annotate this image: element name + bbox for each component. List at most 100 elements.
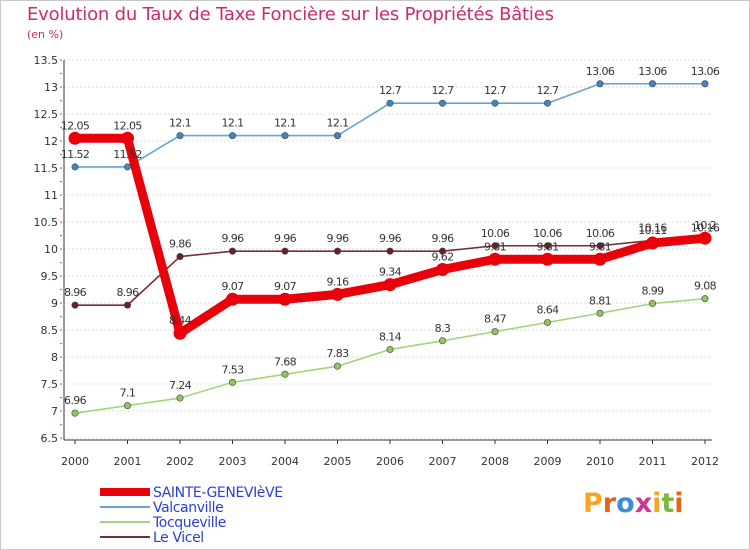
data-point xyxy=(124,163,132,171)
logo-letter: r xyxy=(602,488,617,519)
data-point xyxy=(173,326,187,340)
y-tick-label: 12.5 xyxy=(34,108,59,121)
logo-letter: x xyxy=(634,488,653,519)
data-point xyxy=(491,328,499,336)
x-tick-label: 2007 xyxy=(429,455,457,468)
y-axis-tick-dot xyxy=(60,140,62,142)
data-label: 12.7 xyxy=(484,84,507,97)
y-tick-label: 9 xyxy=(51,297,58,310)
data-point xyxy=(646,236,659,250)
data-label: 12.1 xyxy=(221,117,243,130)
data-label: 9.07 xyxy=(274,280,297,293)
data-point xyxy=(176,394,184,402)
y-axis-tick-dot xyxy=(60,410,62,412)
data-point xyxy=(124,402,132,410)
data-point xyxy=(436,263,449,277)
y-axis-tick-dot xyxy=(60,113,62,115)
y-tick-label: 6.5 xyxy=(41,432,59,445)
data-point xyxy=(698,231,712,245)
data-label: 11.52 xyxy=(61,148,90,161)
data-label: 9.96 xyxy=(379,232,402,245)
y-tick-label: 7.5 xyxy=(41,378,59,391)
data-point xyxy=(331,287,344,301)
legend-label: Valcanville xyxy=(153,500,223,516)
data-label: 10.06 xyxy=(533,227,562,240)
data-point xyxy=(333,362,341,370)
data-label: 9.96 xyxy=(274,232,297,245)
data-point xyxy=(438,99,446,107)
data-point xyxy=(71,163,79,171)
data-point xyxy=(701,80,709,88)
data-point xyxy=(648,80,656,88)
legend-label: Le Vicel xyxy=(153,530,204,546)
data-label: 7.1 xyxy=(120,387,136,400)
data-point xyxy=(176,253,184,261)
data-point xyxy=(543,318,551,326)
data-point xyxy=(648,300,656,308)
y-axis-tick-dot xyxy=(60,423,62,426)
y-axis-tick-dot xyxy=(60,99,62,102)
data-label: 9.62 xyxy=(431,251,453,264)
logo-letter: i xyxy=(652,488,662,519)
chart-subtitle: (en %) xyxy=(27,28,64,41)
data-label: 7.83 xyxy=(326,347,349,360)
x-tick-label: 2011 xyxy=(639,455,667,468)
data-label: 9.08 xyxy=(694,280,717,293)
data-point xyxy=(278,292,292,306)
logo-letter: P xyxy=(583,488,603,519)
data-point xyxy=(71,409,79,417)
data-point xyxy=(491,99,499,107)
data-point xyxy=(281,132,289,140)
data-point xyxy=(71,301,79,309)
data-label: 9.07 xyxy=(221,280,244,293)
y-axis-tick-dot xyxy=(60,194,62,196)
y-axis-tick-dot xyxy=(60,396,62,399)
data-label: 6.96 xyxy=(64,394,87,407)
y-axis-tick-dot xyxy=(60,153,62,156)
data-point xyxy=(701,295,709,303)
x-tick-label: 2002 xyxy=(166,455,194,468)
data-label: 10.2 xyxy=(694,219,716,232)
y-axis-tick-dot xyxy=(60,342,62,345)
data-point xyxy=(596,242,604,250)
y-axis-tick-dot xyxy=(60,126,62,129)
y-axis-tick-dot xyxy=(60,72,62,75)
chart-title: Evolution du Taux de Taxe Foncière sur l… xyxy=(27,4,554,25)
y-axis-tick-dot xyxy=(60,180,62,183)
y-axis-tick-dot xyxy=(60,261,62,264)
data-label: 9.96 xyxy=(221,232,244,245)
data-point xyxy=(281,247,289,255)
data-label: 8.64 xyxy=(536,303,559,316)
logo-letter: o xyxy=(616,488,635,519)
data-label: 12.7 xyxy=(379,84,402,97)
data-point xyxy=(386,345,394,353)
data-label: 12.1 xyxy=(169,117,191,130)
data-label: 9.34 xyxy=(379,266,402,279)
x-tick-label: 2006 xyxy=(376,455,404,468)
proxiti-logo: Proxiti xyxy=(583,488,684,519)
legend-label: Tocqueville xyxy=(152,515,226,531)
data-label: 12.1 xyxy=(326,117,348,130)
data-label: 13.06 xyxy=(586,65,615,78)
y-axis-tick-dot xyxy=(60,383,62,385)
y-tick-label: 10 xyxy=(44,243,58,256)
data-point xyxy=(543,242,551,250)
x-tick-label: 2004 xyxy=(271,455,299,468)
y-axis-tick-dot xyxy=(60,356,62,358)
y-axis-tick-dot xyxy=(60,234,62,237)
data-label: 7.24 xyxy=(169,379,192,392)
data-point xyxy=(281,370,289,378)
data-point xyxy=(541,252,554,266)
data-label: 9.86 xyxy=(169,238,192,251)
y-axis-tick-dot xyxy=(60,221,62,223)
y-tick-label: 10.5 xyxy=(34,216,59,229)
x-tick-label: 2008 xyxy=(481,455,509,468)
data-point xyxy=(68,131,82,145)
data-point xyxy=(333,132,341,140)
data-label: 12.7 xyxy=(431,84,454,97)
data-label: 8.99 xyxy=(641,285,664,298)
data-label: 9.96 xyxy=(431,232,454,245)
y-axis-tick-dot xyxy=(60,329,62,331)
data-point xyxy=(383,278,397,292)
